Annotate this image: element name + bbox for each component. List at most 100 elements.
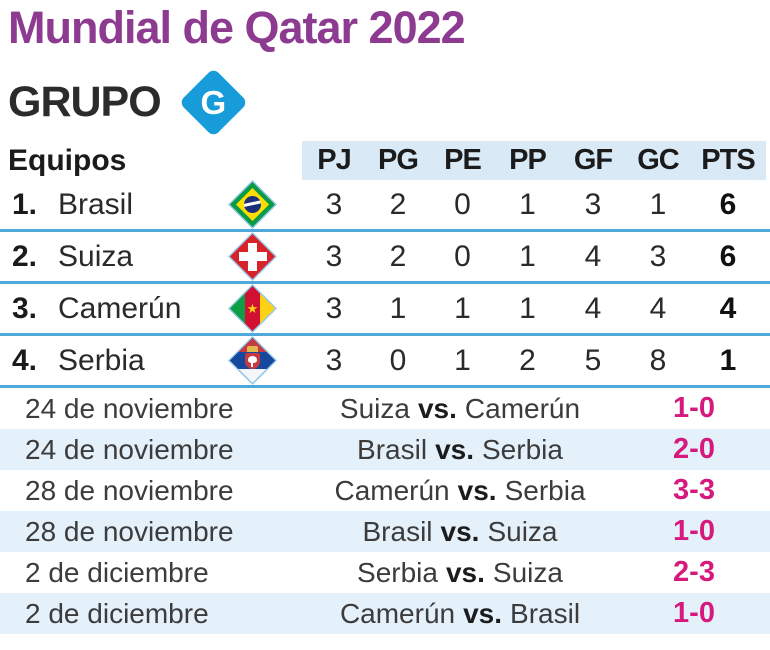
stat-pp: 2 (519, 344, 536, 377)
rank-label: 3. (12, 292, 38, 325)
team-name: Suiza (58, 240, 134, 273)
switzerland-flag-icon (228, 232, 277, 281)
away-team: Serbia (504, 475, 586, 506)
rank-label: 2. (12, 240, 38, 273)
match-teams: Brasil vs. Suiza (250, 511, 670, 552)
stats-column-headers: PJ PG PE PP GF GC PTS (302, 141, 766, 180)
list-item-match-2: 24 de noviembre Brasil vs. Serbia 2-0 (0, 429, 770, 470)
stat-gf: 3 (584, 188, 602, 221)
list-item-match-1: 24 de noviembre Suiza vs. Camerún 1-0 (0, 388, 770, 429)
vs-label: vs. (417, 393, 457, 424)
results-list: 24 de noviembre Suiza vs. Camerún 1-0 24 d… (0, 388, 770, 634)
table-row-serbia: 4. Serbia 3 0 1 2 5 8 1 (0, 336, 770, 388)
team-stats: 3 1 1 1 4 4 4 (302, 284, 766, 333)
stats-header-band (302, 141, 766, 180)
stat-gf: 4 (584, 240, 602, 273)
vs-label: vs. (445, 557, 485, 588)
match-date: 24 de noviembre (25, 434, 234, 465)
group-letter-badge: G (178, 67, 248, 137)
team-column-header: Equipos (8, 144, 127, 177)
stat-pj: 3 (325, 240, 343, 273)
match-date: 24 de noviembre (25, 393, 234, 424)
away-team: Serbia (482, 434, 563, 465)
stat-pts: 6 (719, 188, 737, 221)
away-team: Suiza (487, 516, 558, 547)
match-date: 28 de noviembre (25, 475, 234, 506)
stat-pg: 0 (389, 344, 407, 377)
table-row-camerun: 3. Camerún ★ 3 1 1 1 4 4 4 (0, 284, 770, 336)
table-row-brasil: 1. Brasil 3 2 0 1 3 1 6 (0, 180, 770, 232)
col-header-pts: PTS (701, 144, 755, 176)
stat-pg: 2 (389, 188, 407, 221)
stat-pe: 1 (454, 292, 471, 325)
home-team: Serbia (357, 557, 438, 588)
col-header-gc: GC (637, 144, 680, 176)
brazil-flag-icon (228, 180, 277, 229)
stat-gc: 3 (649, 240, 667, 273)
home-team: Brasil (362, 516, 433, 547)
home-team: Suiza (339, 393, 410, 424)
col-header-pe: PE (444, 144, 482, 176)
away-team: Brasil (510, 598, 581, 629)
away-team: Suiza (492, 557, 563, 588)
match-score: 1-0 (673, 392, 715, 424)
match-date: 28 de noviembre (25, 516, 234, 547)
match-teams: Serbia vs. Suiza (250, 552, 670, 593)
list-item-match-4: 28 de noviembre Brasil vs. Suiza 1-0 (0, 511, 770, 552)
stat-pp: 1 (519, 240, 536, 273)
match-score: 1-0 (673, 597, 715, 629)
team-name: Serbia (58, 344, 145, 377)
group-header: GRUPO G (8, 67, 248, 137)
stat-pg: 2 (389, 240, 407, 273)
stat-pj: 3 (325, 292, 343, 325)
stat-pe: 0 (454, 240, 471, 273)
match-teams: Brasil vs. Serbia (250, 429, 670, 470)
col-header-pg: PG (378, 144, 419, 176)
away-team: Camerún (464, 393, 581, 424)
stat-pg: 1 (389, 292, 407, 325)
match-score: 3-3 (673, 474, 715, 506)
stat-pe: 1 (454, 344, 471, 377)
serbia-flag-icon (228, 336, 277, 385)
match-score: 2-0 (673, 433, 715, 465)
match-teams: Camerún vs. Serbia (250, 470, 670, 511)
team-name: Camerún (58, 292, 182, 325)
match-score: 1-0 (673, 515, 715, 547)
rank-label: 4. (12, 344, 38, 377)
stat-gc: 8 (649, 344, 667, 377)
stat-pts: 1 (719, 344, 737, 377)
group-label: GRUPO (8, 77, 162, 126)
match-teams: Suiza vs. Camerún (250, 388, 670, 429)
stat-gc: 4 (649, 292, 667, 325)
col-header-pj: PJ (317, 144, 351, 176)
home-team: Brasil (357, 434, 428, 465)
team-stats: 3 2 0 1 4 3 6 (302, 232, 766, 281)
col-header-gf: GF (573, 144, 613, 176)
list-item-match-5: 2 de diciembre Serbia vs. Suiza 2-3 (0, 552, 770, 593)
vs-label: vs. (440, 516, 480, 547)
match-score: 2-3 (673, 556, 715, 588)
stat-pp: 1 (519, 188, 536, 221)
team-name: Brasil (58, 188, 134, 221)
stat-gf: 5 (584, 344, 602, 377)
rank-label: 1. (12, 188, 38, 221)
vs-label: vs. (435, 434, 474, 465)
vs-label: vs. (457, 475, 497, 506)
stat-gc: 1 (649, 188, 667, 221)
team-stats: 3 0 1 2 5 8 1 (302, 336, 766, 385)
group-letter: G (200, 82, 227, 120)
list-item-match-3: 28 de noviembre Camerún vs. Serbia 3-3 (0, 470, 770, 511)
stat-pts: 6 (719, 240, 737, 273)
page-title: Mundial de Qatar 2022 (8, 2, 466, 53)
standings-table: 1. Brasil 3 2 0 1 3 1 6 2. Suiza (0, 180, 770, 388)
match-teams: Camerún vs. Brasil (250, 593, 670, 634)
col-header-pp: PP (509, 144, 547, 176)
team-stats: 3 2 0 1 3 1 6 (302, 180, 766, 229)
stat-gf: 4 (584, 292, 602, 325)
stat-pj: 3 (325, 344, 343, 377)
match-date: 2 de diciembre (25, 598, 209, 629)
home-team: Camerún (334, 475, 450, 506)
list-item-match-6: 2 de diciembre Camerún vs. Brasil 1-0 (0, 593, 770, 634)
home-team: Camerún (339, 598, 456, 629)
